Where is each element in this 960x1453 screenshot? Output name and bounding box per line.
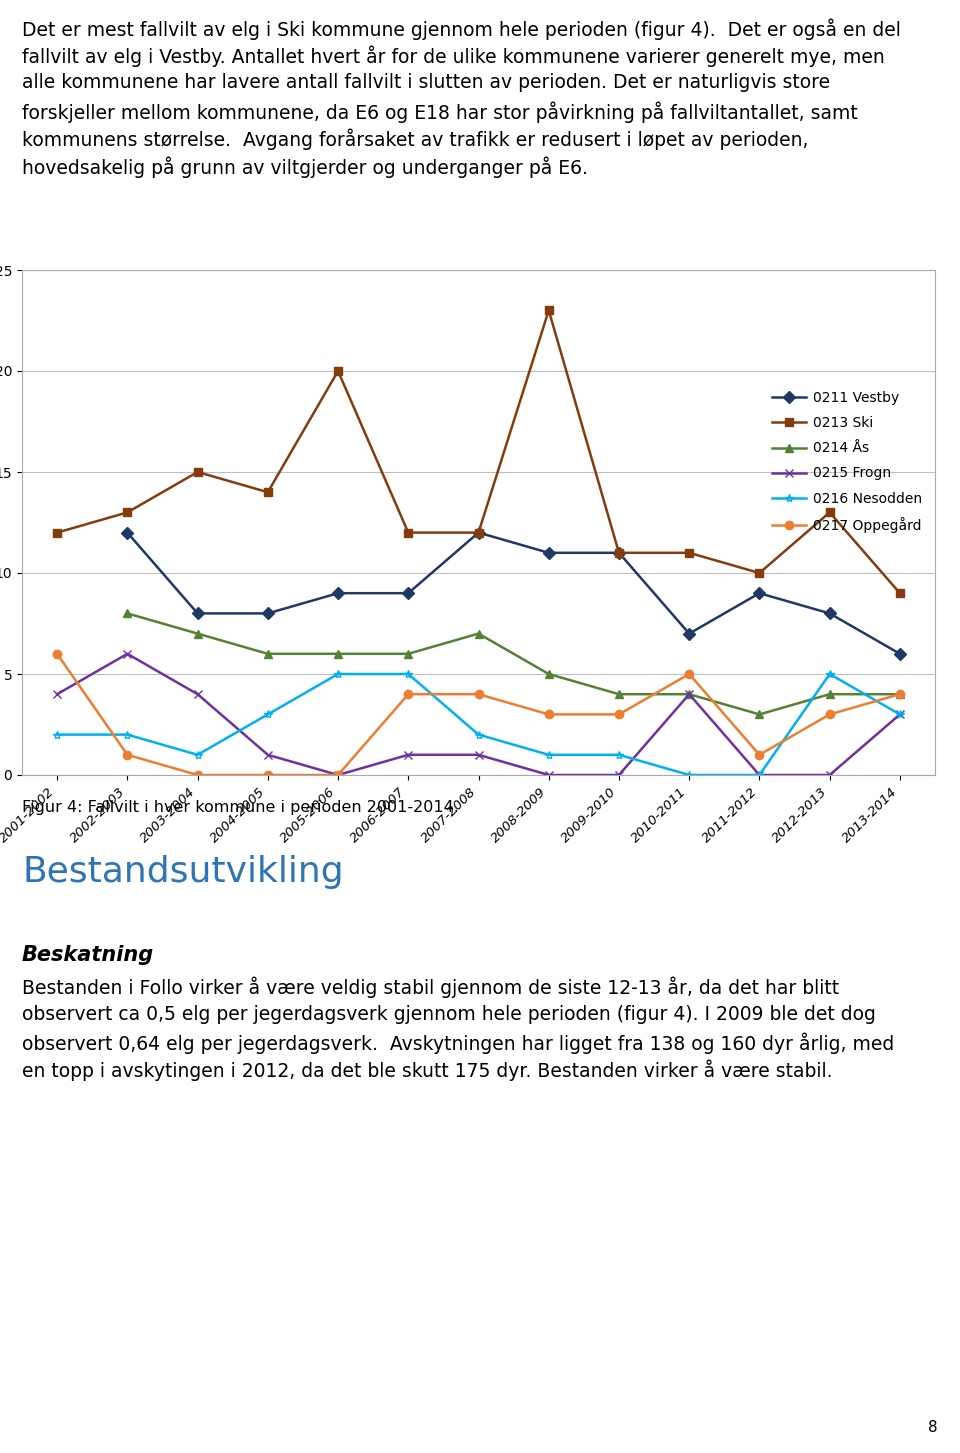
Line: 0216 Nesodden: 0216 Nesodden <box>53 670 904 779</box>
0215 Frogn <box>51 686 62 703</box>
0213 Ski <box>754 564 765 581</box>
Line: 0214 Ås: 0214 Ås <box>123 609 904 719</box>
0217 Oppegård <box>262 766 274 783</box>
Text: Beskatning: Beskatning <box>22 944 155 965</box>
0216 Nesodden <box>824 665 835 683</box>
0213 Ski <box>472 525 484 542</box>
Text: observert 0,64 elg per jegerdagsverk.  Avskytningen har ligget fra 138 og 160 dy: observert 0,64 elg per jegerdagsverk. Av… <box>22 1032 895 1053</box>
Line: 0215 Frogn: 0215 Frogn <box>53 649 904 779</box>
0217 Oppegård <box>472 686 484 703</box>
0217 Oppegård <box>754 745 765 763</box>
0216 Nesodden <box>472 726 484 744</box>
Text: observert ca 0,5 elg per jegerdagsverk gjennom hele perioden (figur 4). I 2009 b: observert ca 0,5 elg per jegerdagsverk g… <box>22 1004 876 1023</box>
0214 Ås <box>684 686 695 703</box>
0216 Nesodden <box>192 745 204 763</box>
0211 Vestby <box>754 584 765 602</box>
0215 Frogn <box>684 686 695 703</box>
0213 Ski <box>332 362 344 379</box>
0217 Oppegård <box>192 766 204 783</box>
0213 Ski <box>824 504 835 522</box>
0214 Ås <box>894 686 905 703</box>
Text: hovedsakelig på grunn av viltgjerder og underganger på E6.: hovedsakelig på grunn av viltgjerder og … <box>22 157 588 177</box>
Text: fallvilt av elg i Vestby. Antallet hvert år for de ulike kommunene varierer gene: fallvilt av elg i Vestby. Antallet hvert… <box>22 45 885 67</box>
0215 Frogn <box>192 686 204 703</box>
0216 Nesodden <box>122 726 133 744</box>
0217 Oppegård <box>332 766 344 783</box>
0217 Oppegård <box>894 686 905 703</box>
0211 Vestby <box>472 525 484 542</box>
0214 Ås <box>262 645 274 663</box>
0216 Nesodden <box>51 726 62 744</box>
Legend: 0211 Vestby, 0213 Ski, 0214 Ås, 0215 Frogn, 0216 Nesodden, 0217 Oppegård: 0211 Vestby, 0213 Ski, 0214 Ås, 0215 Fro… <box>766 385 928 538</box>
0211 Vestby <box>543 543 555 561</box>
0214 Ås <box>824 686 835 703</box>
0213 Ski <box>122 504 133 522</box>
0213 Ski <box>192 464 204 481</box>
0214 Ås <box>613 686 625 703</box>
0213 Ski <box>543 302 555 320</box>
0214 Ås <box>192 625 204 642</box>
0215 Frogn <box>332 766 344 783</box>
Text: Bestandsutvikling: Bestandsutvikling <box>22 854 344 889</box>
Line: 0213 Ski: 0213 Ski <box>53 307 904 597</box>
0216 Nesodden <box>332 665 344 683</box>
0211 Vestby <box>894 645 905 663</box>
0213 Ski <box>402 525 414 542</box>
0211 Vestby <box>122 525 133 542</box>
0214 Ås <box>402 645 414 663</box>
0213 Ski <box>262 484 274 501</box>
0217 Oppegård <box>402 686 414 703</box>
0217 Oppegård <box>51 645 62 663</box>
0214 Ås <box>332 645 344 663</box>
0211 Vestby <box>613 543 625 561</box>
0211 Vestby <box>684 625 695 642</box>
Text: 8: 8 <box>928 1420 938 1436</box>
0211 Vestby <box>824 604 835 622</box>
0215 Frogn <box>754 766 765 783</box>
0211 Vestby <box>262 604 274 622</box>
0214 Ås <box>472 625 484 642</box>
Text: Figur 4: Fallvilt i hver kommune i perioden 2001-2014.: Figur 4: Fallvilt i hver kommune i perio… <box>22 801 459 815</box>
0217 Oppegård <box>684 665 695 683</box>
0217 Oppegård <box>824 706 835 724</box>
0213 Ski <box>684 543 695 561</box>
Text: kommunens størrelse.  Avgang forårsaket av trafikk er redusert i løpet av period: kommunens størrelse. Avgang forårsaket a… <box>22 129 808 150</box>
Line: 0211 Vestby: 0211 Vestby <box>123 529 904 658</box>
0215 Frogn <box>262 745 274 763</box>
0214 Ås <box>754 706 765 724</box>
0214 Ås <box>543 665 555 683</box>
0216 Nesodden <box>894 706 905 724</box>
0216 Nesodden <box>402 665 414 683</box>
Text: Det er mest fallvilt av elg i Ski kommune gjennom hele perioden (figur 4).  Det : Det er mest fallvilt av elg i Ski kommun… <box>22 17 900 39</box>
0217 Oppegård <box>613 706 625 724</box>
0215 Frogn <box>824 766 835 783</box>
0211 Vestby <box>402 584 414 602</box>
Text: forskjeller mellom kommunene, da E6 og E18 har stor påvirkning på fallviltantall: forskjeller mellom kommunene, da E6 og E… <box>22 102 857 122</box>
Line: 0217 Oppegård: 0217 Oppegård <box>53 649 904 779</box>
0216 Nesodden <box>684 766 695 783</box>
Text: alle kommunene har lavere antall fallvilt i slutten av perioden. Det er naturlig: alle kommunene har lavere antall fallvil… <box>22 73 830 93</box>
0216 Nesodden <box>754 766 765 783</box>
Text: en topp i avskytingen i 2012, da det ble skutt 175 dyr. Bestanden virker å være : en topp i avskytingen i 2012, da det ble… <box>22 1059 832 1081</box>
0217 Oppegård <box>543 706 555 724</box>
0213 Ski <box>894 584 905 602</box>
0215 Frogn <box>472 745 484 763</box>
0217 Oppegård <box>122 745 133 763</box>
0213 Ski <box>51 525 62 542</box>
0215 Frogn <box>402 745 414 763</box>
0215 Frogn <box>122 645 133 663</box>
0216 Nesodden <box>543 745 555 763</box>
Text: Bestanden i Follo virker å være veldig stabil gjennom de siste 12-13 år, da det : Bestanden i Follo virker å være veldig s… <box>22 976 839 998</box>
0216 Nesodden <box>613 745 625 763</box>
0213 Ski <box>613 543 625 561</box>
0211 Vestby <box>192 604 204 622</box>
0215 Frogn <box>543 766 555 783</box>
0215 Frogn <box>613 766 625 783</box>
0214 Ås <box>122 604 133 622</box>
0215 Frogn <box>894 706 905 724</box>
0211 Vestby <box>332 584 344 602</box>
0216 Nesodden <box>262 706 274 724</box>
